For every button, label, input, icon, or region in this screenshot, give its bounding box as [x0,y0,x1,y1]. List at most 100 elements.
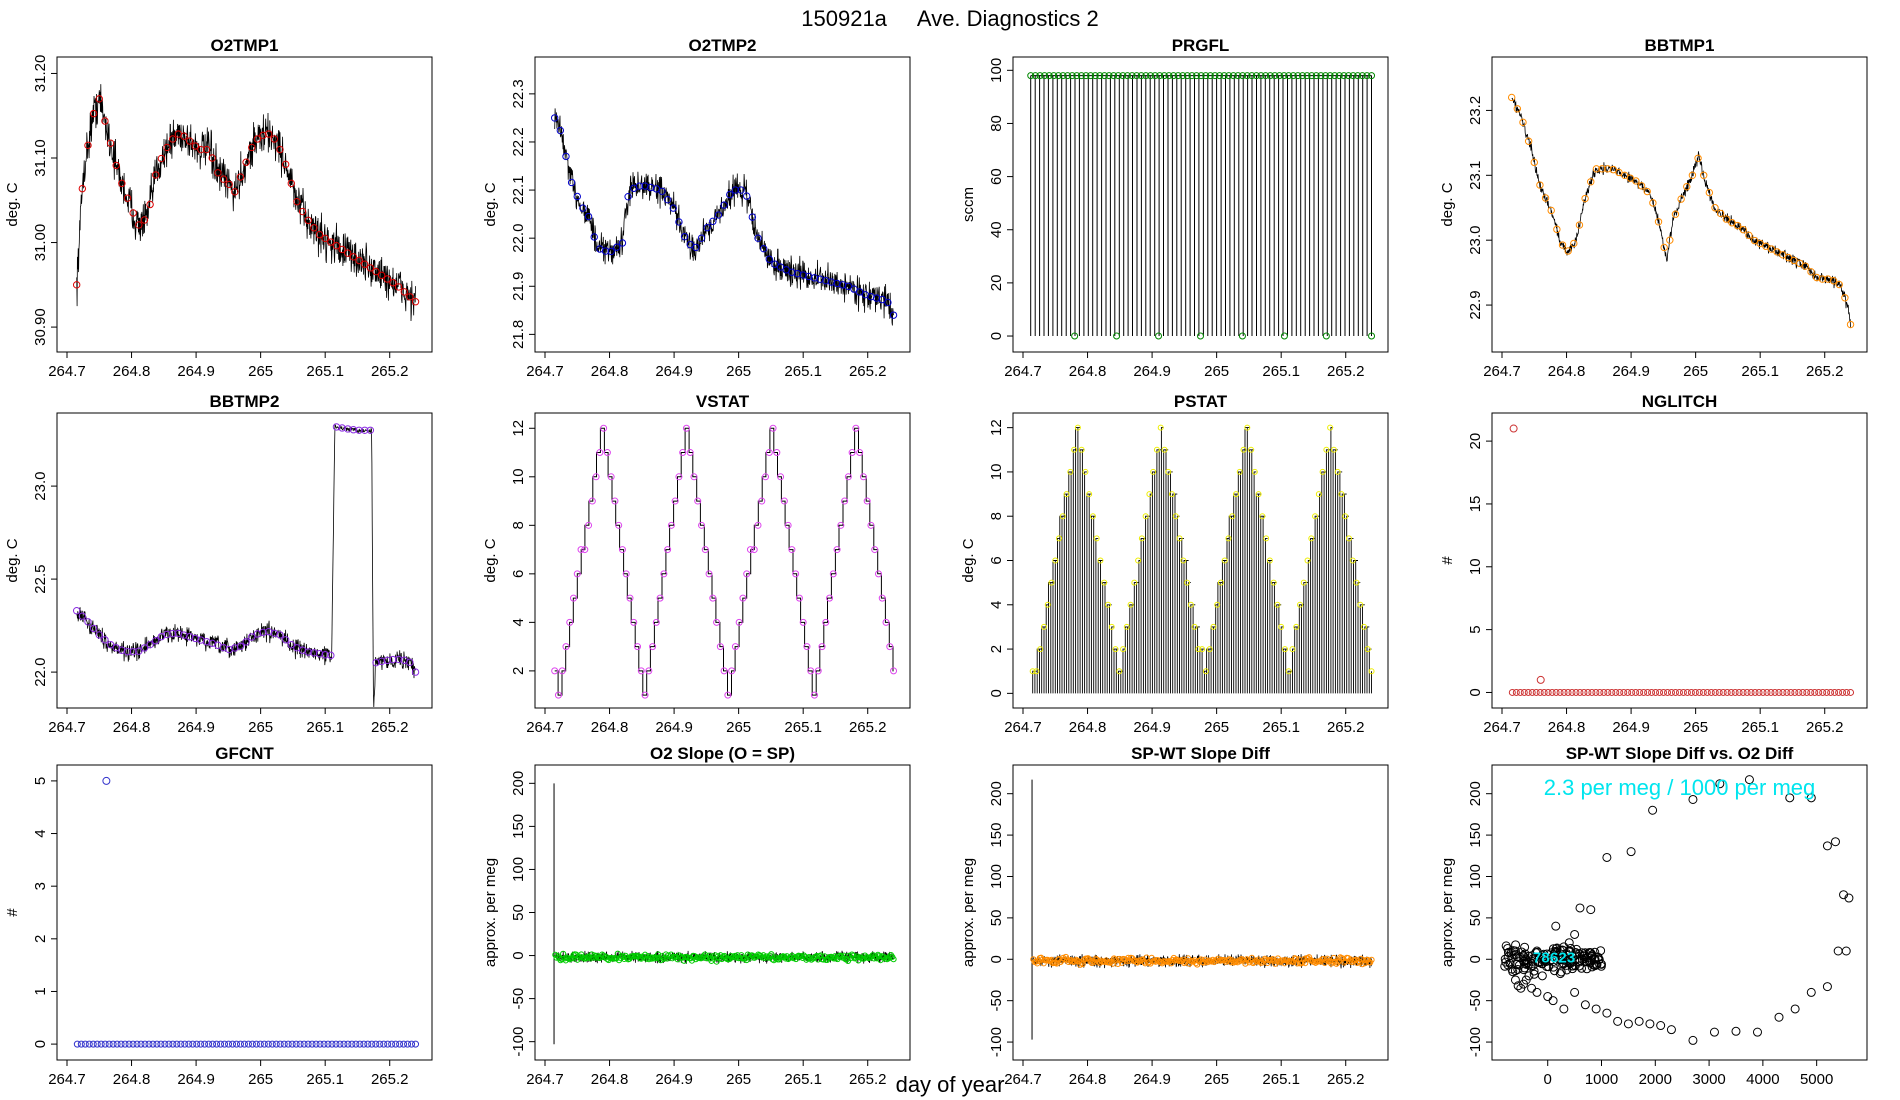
data-point [1220,72,1228,80]
data-point [1304,557,1311,564]
data-point [209,1040,217,1048]
data-point [1150,468,1157,475]
data-point [1327,424,1334,431]
data-point [1097,557,1104,564]
data-point [1593,952,1603,962]
data-point [1596,946,1606,956]
data-point [1160,72,1168,80]
figure-title: 150921a Ave. Diagnostics 2 [801,6,1098,31]
data-point [97,1040,105,1048]
data-point [667,521,675,529]
data-point [607,473,615,481]
plot-frame [534,764,911,1061]
data-point [1833,946,1843,956]
y-axis-label: # [4,908,21,917]
panel-prgfl: PRGFL sccm 264.7 264.8 264.9 265 265.1 265.2 0 20… [960,36,1389,380]
data-point [1536,688,1544,696]
plot-area [552,783,897,1045]
data-point [1031,72,1039,80]
data-point [95,95,103,103]
y-tick-label: -50 [1467,990,1484,1012]
data-point [1613,1016,1623,1026]
y-axis-label: sccm [960,187,977,222]
data-point [1553,225,1561,234]
y-tick-label: 21.9 [510,272,527,301]
data-point [1236,468,1243,475]
data-point [607,247,615,256]
data-point [1507,93,1516,102]
data-point [1248,446,1255,453]
data-point [1244,424,1251,431]
data-point [1707,688,1715,696]
x-tick-label: 265 [1204,719,1229,736]
data-point [1584,688,1592,696]
plot-area [1507,93,1855,329]
data-point [1334,468,1341,475]
data-point [1056,535,1063,542]
plot-area [72,423,420,708]
data-point [658,187,666,195]
y-axis-label: deg. C [482,538,499,582]
data-point [550,114,559,122]
y-tick-label: 31.10 [32,139,49,177]
data-point [1354,72,1362,80]
data-point [389,279,397,287]
data-point [1308,535,1315,542]
data-point [1652,688,1660,696]
y-tick-label: 5 [1467,625,1484,633]
y-tick-label: -100 [988,1027,1005,1057]
x-tick-label: 264.7 [526,719,564,736]
data-point [798,953,805,960]
x-tick-label: 265.2 [1327,719,1365,736]
data-point [724,691,732,699]
data-point [1716,209,1725,218]
data-point [1767,245,1776,253]
y-tick-label: 50 [988,910,1005,927]
data-point [293,197,301,206]
data-point [1715,779,1725,789]
data-point [1202,668,1209,675]
data-point [583,954,590,962]
data-point [321,651,329,659]
y-tick-label: 22.0 [32,657,49,686]
data-point [1251,468,1258,475]
data-point [1562,960,1572,970]
data-point [368,1040,376,1048]
data-point [1501,941,1511,951]
ticks [51,485,391,714]
data-point [814,667,822,675]
data-point [1319,468,1326,475]
data-point [1050,72,1058,80]
panel-title: O2TMP2 [688,36,756,55]
data-point [882,618,890,626]
data-point [146,640,154,649]
data-point [558,667,566,675]
data-point [1554,950,1564,960]
data-point [355,426,363,434]
data-point [850,285,858,293]
data-point [1537,971,1547,981]
x-tick-label: 4000 [1746,1071,1779,1088]
data-point [1558,241,1567,249]
data-point [818,643,826,651]
data-point [1293,623,1300,630]
x-tick-label: 265 [726,363,751,380]
data-point [554,691,562,699]
data-point [1771,688,1779,696]
data-point [1829,277,1838,285]
data-point [1555,969,1565,979]
x-tick-label: 264.9 [655,1071,693,1088]
data-point [1590,947,1600,957]
data-point [118,646,126,654]
data-point [1602,1008,1612,1018]
data-point [1728,219,1736,227]
data-point [356,1040,364,1048]
data-point [253,135,262,143]
data-point [1110,72,1118,80]
data-point [153,1040,161,1048]
data-point [1334,959,1341,966]
data-point [1289,646,1296,653]
data-point [771,260,779,268]
data-point [349,253,358,261]
